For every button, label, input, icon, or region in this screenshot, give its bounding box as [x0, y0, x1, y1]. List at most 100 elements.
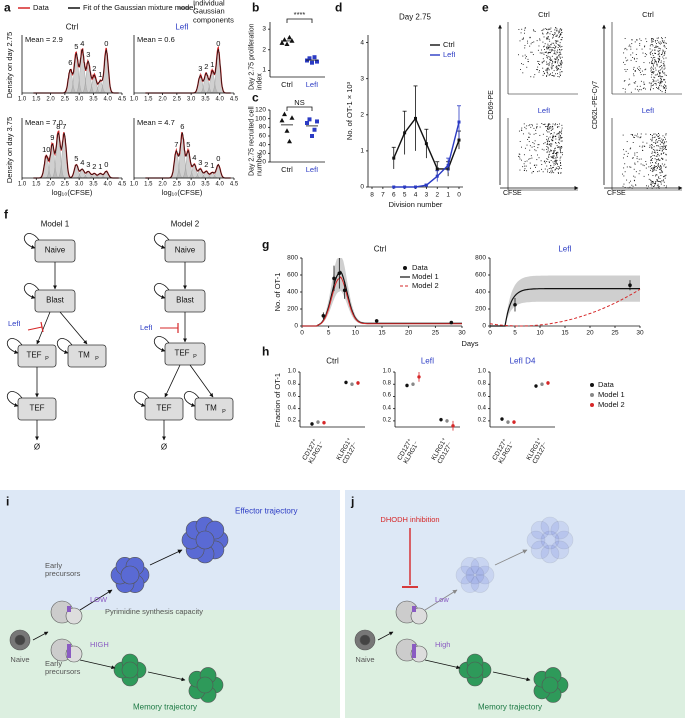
- cell: [550, 520, 570, 540]
- event-dot: [629, 166, 631, 168]
- event-dot: [661, 157, 663, 159]
- event-dot: [658, 137, 660, 139]
- event-dot: [538, 144, 540, 146]
- event-dot: [550, 172, 552, 174]
- event-dot: [546, 74, 548, 76]
- event-dot: [519, 156, 521, 158]
- plot-title: LefI: [641, 105, 655, 115]
- event-dot: [654, 162, 656, 164]
- event-dot: [547, 36, 549, 38]
- event-dot: [536, 126, 538, 127]
- peak-label: 0: [216, 153, 221, 163]
- cell: [470, 557, 490, 576]
- event-dot: [659, 81, 661, 83]
- event-dot: [660, 181, 662, 183]
- event-dot: [559, 56, 561, 58]
- event-dot: [556, 155, 557, 157]
- y-tick-label: 600: [475, 271, 486, 279]
- event-dot: [634, 137, 636, 138]
- event-dot: [657, 81, 659, 83]
- event-dot: [644, 53, 646, 55]
- panel-label: h: [262, 344, 270, 359]
- event-dot: [653, 186, 655, 187]
- event-dot: [547, 125, 549, 127]
- x-tick-label: 7: [381, 191, 385, 199]
- event-dot: [653, 149, 655, 151]
- event-dot: [553, 34, 555, 36]
- event-dot: [639, 38, 641, 40]
- event-dot: [558, 139, 560, 141]
- event-dot: [661, 142, 663, 144]
- data-point: [449, 320, 454, 325]
- event-dot: [624, 64, 626, 65]
- point: [403, 185, 407, 189]
- event-dot: [660, 75, 661, 77]
- event-dot: [664, 177, 666, 179]
- event-dot: [658, 75, 660, 77]
- event-dot: [658, 145, 659, 147]
- event-dot: [658, 165, 659, 167]
- point: [414, 185, 417, 189]
- cell: [530, 540, 550, 560]
- y-tick-label: 40: [258, 141, 266, 149]
- event-dot: [557, 152, 559, 154]
- event-dot: [551, 170, 553, 172]
- event-dot: [544, 160, 546, 162]
- event-dot: [624, 80, 626, 82]
- memory-region: [0, 610, 340, 718]
- event-dot: [655, 142, 657, 144]
- y-tick-label: 0.4: [287, 405, 296, 412]
- event-dot: [518, 155, 519, 157]
- event-dot: [644, 74, 646, 75]
- event-dot: [652, 38, 654, 40]
- annotation: Naive: [355, 654, 375, 664]
- event-dot: [632, 157, 634, 159]
- event-dot: [652, 169, 653, 171]
- panel-label: c: [252, 90, 259, 105]
- event-dot: [561, 140, 563, 142]
- event-dot: [536, 164, 538, 166]
- event-dot: [552, 153, 554, 155]
- event-dot: [640, 158, 642, 160]
- event-dot: [542, 58, 544, 60]
- event-dot: [553, 150, 555, 152]
- event-dot: [546, 143, 548, 145]
- event-dot: [656, 64, 658, 66]
- event-dot: [636, 156, 638, 158]
- event-dot: [559, 30, 561, 32]
- event-dot: [556, 156, 558, 158]
- event-dot: [652, 84, 654, 86]
- event-dot: [654, 136, 656, 138]
- event-dot: [644, 145, 645, 147]
- event-dot: [541, 163, 543, 165]
- node-label: Blast: [176, 295, 194, 305]
- event-dot: [553, 172, 555, 174]
- x-tick-label: 2.5: [60, 181, 70, 188]
- event-dot: [643, 83, 645, 85]
- y-tick-label: 1: [360, 147, 364, 155]
- event-dot: [557, 76, 559, 77]
- event-dot: [660, 153, 662, 155]
- event-dot: [522, 55, 524, 57]
- panel-label: g: [262, 237, 270, 252]
- event-dot: [547, 67, 549, 69]
- event-dot: [660, 37, 662, 39]
- event-dot: [654, 61, 656, 63]
- event-dot: [660, 170, 662, 172]
- event-dot: [657, 159, 659, 161]
- event-dot: [557, 44, 559, 45]
- node-label-sub: P: [45, 355, 49, 362]
- event-dot: [549, 58, 551, 60]
- event-dot: [534, 140, 536, 142]
- data-point: [534, 384, 538, 388]
- y-tick-label: 400: [475, 288, 486, 296]
- event-dot: [662, 142, 664, 144]
- event-dot: [547, 128, 549, 130]
- event-dot: [658, 55, 660, 57]
- event-dot: [650, 54, 652, 56]
- event-dot: [552, 167, 554, 169]
- event-dot: [531, 42, 533, 43]
- event-dot: [552, 140, 554, 142]
- event-dot: [658, 61, 660, 63]
- event-dot: [652, 58, 654, 60]
